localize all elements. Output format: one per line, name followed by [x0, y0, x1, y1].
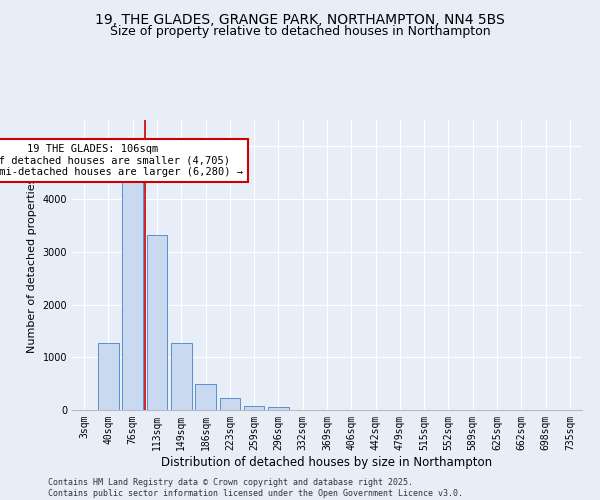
Bar: [244, 406, 265, 410]
Bar: [171, 342, 191, 410]
Text: 19 THE GLADES: 106sqm
← 43% of detached houses are smaller (4,705)
57% of semi-d: 19 THE GLADES: 106sqm ← 43% of detached …: [0, 144, 242, 177]
Bar: [268, 408, 289, 410]
Bar: [98, 343, 119, 410]
Bar: [220, 398, 240, 410]
Text: Size of property relative to detached houses in Northampton: Size of property relative to detached ho…: [110, 25, 490, 38]
Bar: [122, 180, 143, 410]
Bar: [195, 384, 216, 410]
Text: 19, THE GLADES, GRANGE PARK, NORTHAMPTON, NN4 5BS: 19, THE GLADES, GRANGE PARK, NORTHAMPTON…: [95, 12, 505, 26]
Text: Contains HM Land Registry data © Crown copyright and database right 2025.
Contai: Contains HM Land Registry data © Crown c…: [48, 478, 463, 498]
Bar: [146, 236, 167, 410]
X-axis label: Distribution of detached houses by size in Northampton: Distribution of detached houses by size …: [161, 456, 493, 468]
Y-axis label: Number of detached properties: Number of detached properties: [27, 178, 37, 352]
